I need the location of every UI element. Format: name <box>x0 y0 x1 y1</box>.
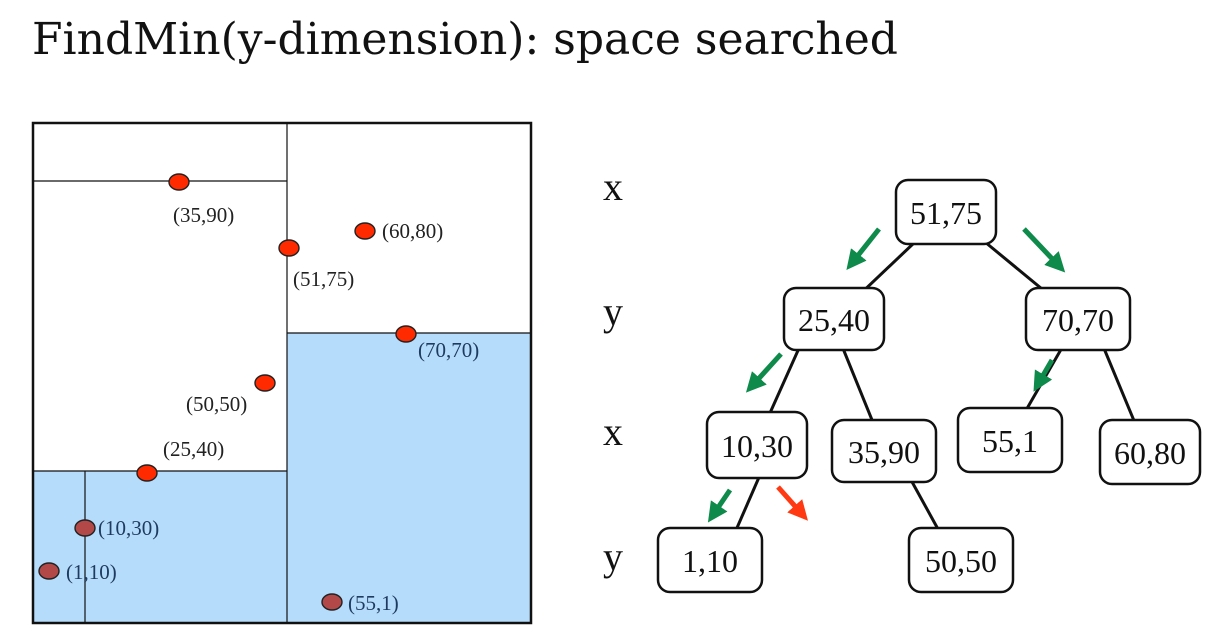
point-label-10-30: (10,30) <box>98 516 159 540</box>
tree-node-label: 51,75 <box>910 195 982 231</box>
partition-frame <box>31 121 533 625</box>
point-label-50-50: (50,50) <box>186 392 247 416</box>
tree-nodes: 51,75 25,40 70,70 10,30 35,90 55,1 60,80 <box>656 178 1202 594</box>
level-label-3: y <box>603 534 623 579</box>
slide-title: FindMin(y-dimension): space searched <box>32 14 898 65</box>
point-51-75 <box>278 239 300 257</box>
searched-region-left <box>33 471 287 623</box>
point-55-1 <box>321 593 343 611</box>
point-1-10 <box>38 562 60 580</box>
tree-node-label: 35,90 <box>848 434 920 470</box>
tree-node-label: 1,10 <box>682 543 738 579</box>
tree-node-51-75: 51,75 <box>894 178 998 246</box>
searched-region-right <box>287 333 531 623</box>
point-label-51-75: (51,75) <box>293 267 354 291</box>
tree-node-label: 25,40 <box>798 302 870 338</box>
level-labels: x y x y <box>603 164 623 579</box>
point-35-90 <box>168 173 190 191</box>
level-label-2: x <box>603 409 623 454</box>
search-arrow-n1-left <box>846 227 881 271</box>
point-50-50 <box>254 374 276 392</box>
point-label-55-1: (55,1) <box>348 591 399 615</box>
point-label-25-40: (25,40) <box>163 437 224 461</box>
pruned-arrow-n4-right <box>776 485 808 521</box>
level-label-0: x <box>603 164 623 209</box>
partition-panel: (35,90) (60,80) (51,75) (70,70) (50,50) … <box>31 121 533 625</box>
tree-node-label: 70,70 <box>1042 302 1114 338</box>
point-60-80 <box>354 222 376 240</box>
point-label-35-90: (35,90) <box>173 203 234 227</box>
level-label-1: y <box>603 289 623 334</box>
point-label-60-80: (60,80) <box>382 219 443 243</box>
tree-node-10-30: 10,30 <box>705 410 809 480</box>
tree-node-60-80: 60,80 <box>1098 418 1202 486</box>
search-arrow-n3-left <box>1033 358 1055 392</box>
point-label-1-10: (1,10) <box>66 560 117 584</box>
tree-node-label: 55,1 <box>982 423 1038 459</box>
point-10-30 <box>74 519 96 537</box>
search-arrow-n1-right <box>1022 227 1066 273</box>
tree-node-25-40: 25,40 <box>782 286 886 352</box>
tree-node-label: 60,80 <box>1114 435 1186 471</box>
tree-node-50-50: 50,50 <box>907 526 1015 594</box>
tree-node-label: 10,30 <box>721 428 793 464</box>
tree-node-55-1: 55,1 <box>956 406 1064 474</box>
point-70-70 <box>395 325 417 343</box>
tree-node-70-70: 70,70 <box>1024 286 1132 352</box>
search-arrows <box>707 227 1066 523</box>
search-arrow-n4-left <box>707 488 733 523</box>
point-label-70-70: (70,70) <box>418 338 479 362</box>
tree-node-35-90: 35,90 <box>830 418 938 484</box>
tree-node-label: 50,50 <box>925 543 997 579</box>
search-arrow-n2-left <box>745 352 783 393</box>
point-25-40 <box>136 464 158 482</box>
tree-node-1-10: 1,10 <box>656 526 764 594</box>
